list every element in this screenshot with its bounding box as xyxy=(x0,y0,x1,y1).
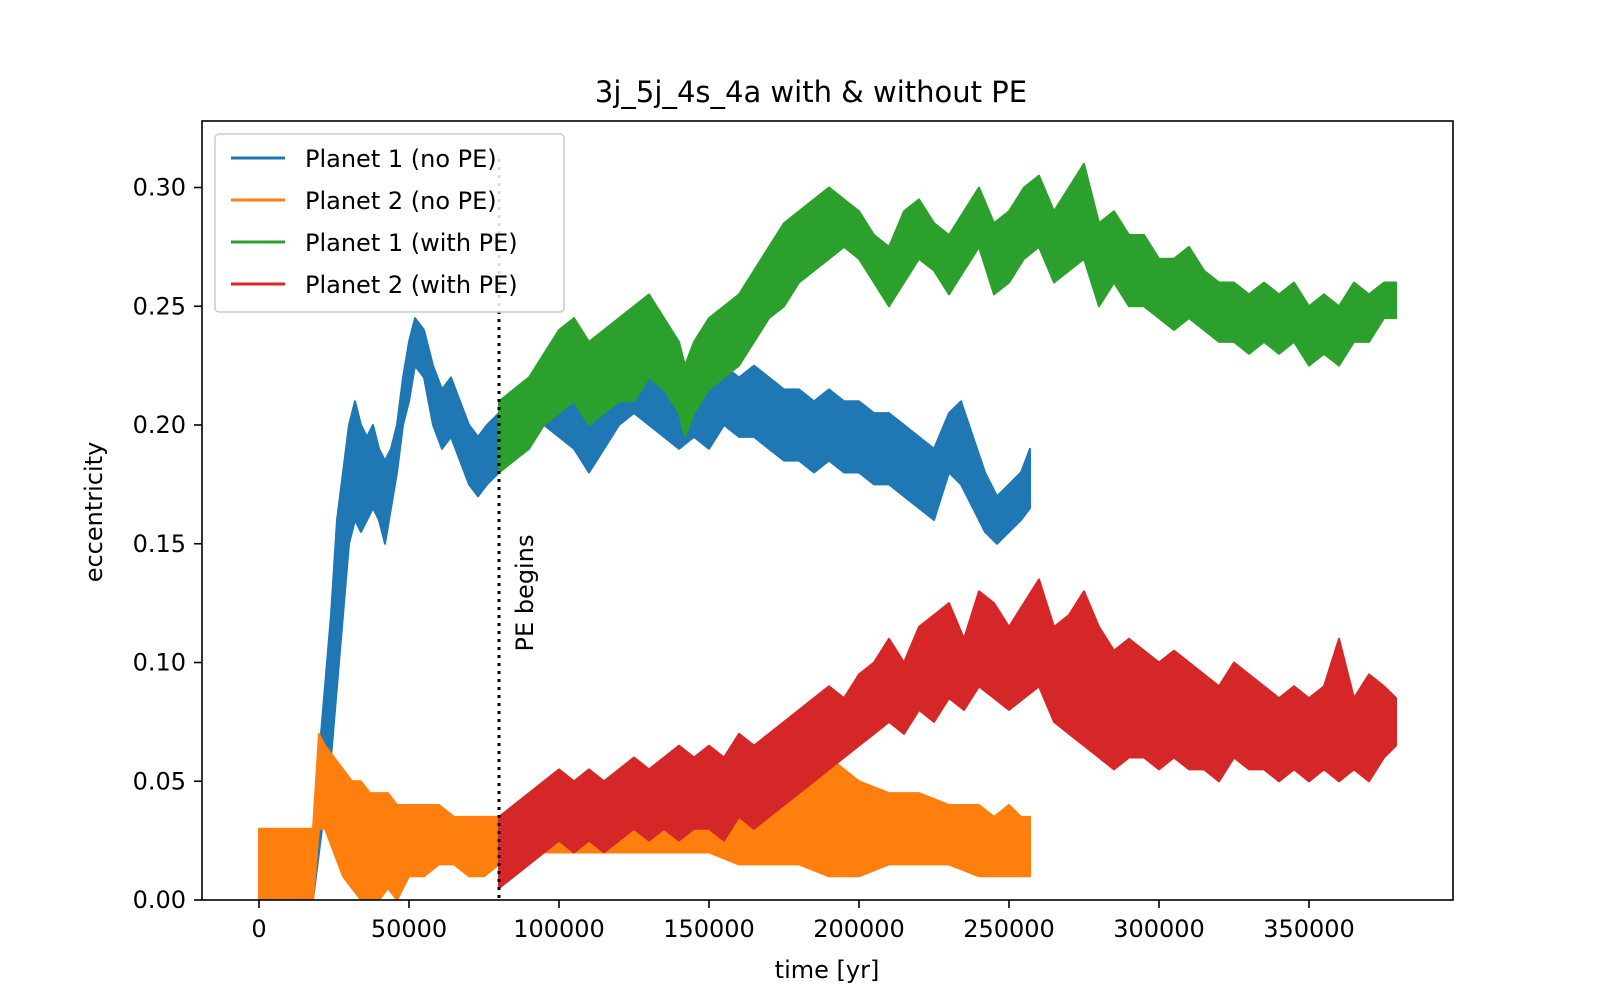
y-axis-label: eccentricity xyxy=(80,442,108,583)
legend-label: Planet 2 (no PE) xyxy=(305,187,497,215)
y-axis: 0.00 0.05 0.10 0.15 0.20 0.25 0.30 xyxy=(133,174,202,914)
pe-begins-label: PE begins xyxy=(511,535,539,652)
y-tick-label: 0.00 xyxy=(133,886,186,914)
y-tick-label: 0.05 xyxy=(133,767,186,795)
legend: Planet 1 (no PE) Planet 2 (no PE) Planet 1… xyxy=(214,133,565,313)
legend-label: Planet 1 (no PE) xyxy=(305,145,497,173)
x-tick-label: 300000 xyxy=(1113,915,1205,943)
y-tick-label: 0.10 xyxy=(133,649,186,677)
series-layer xyxy=(258,162,1397,900)
x-tick-label: 150000 xyxy=(663,915,755,943)
legend-label: Planet 2 (with PE) xyxy=(305,271,518,299)
legend-box xyxy=(214,133,565,313)
x-tick-label: 100000 xyxy=(513,915,605,943)
x-tick-label: 250000 xyxy=(963,915,1055,943)
plot-frame xyxy=(201,120,1454,901)
y-tick-label: 0.15 xyxy=(133,530,186,558)
x-axis: 0 50000 100000 150000 200000 250000 300000 3500… xyxy=(251,900,1355,943)
y-tick-label: 0.30 xyxy=(133,174,186,202)
x-tick-label: 350000 xyxy=(1263,915,1355,943)
series-4-band xyxy=(498,578,1397,890)
chart-title: 3j_5j_4s_4a with & without PE xyxy=(595,75,1027,109)
series-1-band xyxy=(312,317,1031,900)
legend-label: Planet 1 (with PE) xyxy=(305,229,518,257)
x-axis-label: time [yr] xyxy=(775,956,880,984)
y-tick-label: 0.20 xyxy=(133,411,186,439)
x-tick-label: 200000 xyxy=(813,915,905,943)
series-3-band xyxy=(498,162,1397,474)
x-tick-label: 50000 xyxy=(371,915,447,943)
x-tick-label: 0 xyxy=(251,915,266,943)
y-tick-label: 0.25 xyxy=(133,292,186,320)
